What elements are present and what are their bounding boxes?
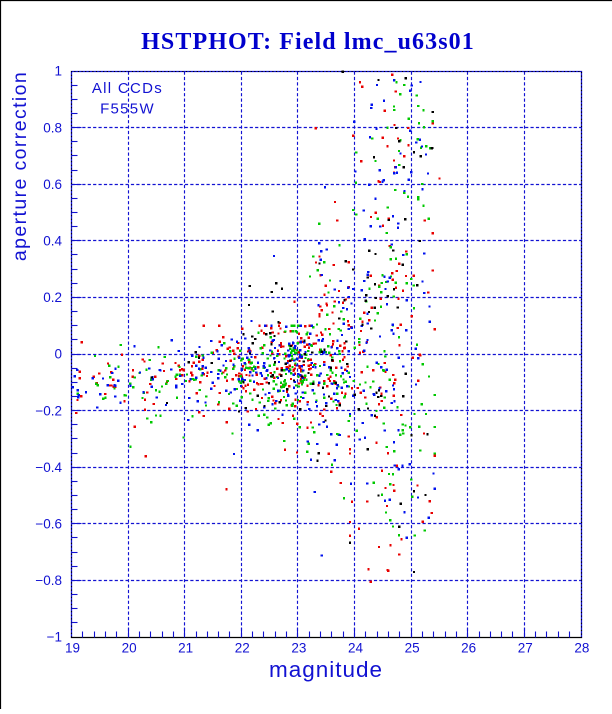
- svg-text:All CCDs: All CCDs: [92, 80, 163, 97]
- svg-text:magnitude: magnitude: [269, 657, 383, 682]
- svg-text:25: 25: [405, 641, 420, 656]
- svg-text:−0.8: −0.8: [35, 573, 62, 588]
- svg-text:28: 28: [574, 641, 589, 656]
- svg-text:26: 26: [461, 641, 476, 656]
- svg-text:21: 21: [178, 641, 193, 656]
- svg-text:24: 24: [348, 641, 364, 656]
- svg-text:0: 0: [54, 347, 62, 362]
- svg-text:19: 19: [65, 641, 80, 656]
- svg-text:20: 20: [122, 641, 137, 656]
- svg-text:0.2: 0.2: [43, 290, 62, 305]
- svg-text:23: 23: [291, 641, 306, 656]
- svg-text:−0.2: −0.2: [35, 403, 62, 418]
- svg-text:−0.4: −0.4: [35, 460, 62, 475]
- svg-text:1: 1: [54, 64, 62, 79]
- svg-text:0.8: 0.8: [43, 120, 62, 135]
- svg-text:aperture correction: aperture correction: [9, 71, 31, 261]
- svg-text:HSTPHOT: Field lmc_u63s01: HSTPHOT: Field lmc_u63s01: [141, 29, 475, 55]
- svg-text:22: 22: [235, 641, 250, 656]
- svg-text:0.6: 0.6: [43, 177, 62, 192]
- svg-text:0.4: 0.4: [43, 234, 62, 249]
- svg-text:27: 27: [518, 641, 533, 656]
- svg-text:−0.6: −0.6: [35, 517, 62, 532]
- svg-text:F555W: F555W: [100, 101, 155, 118]
- svg-text:−1: −1: [47, 630, 62, 645]
